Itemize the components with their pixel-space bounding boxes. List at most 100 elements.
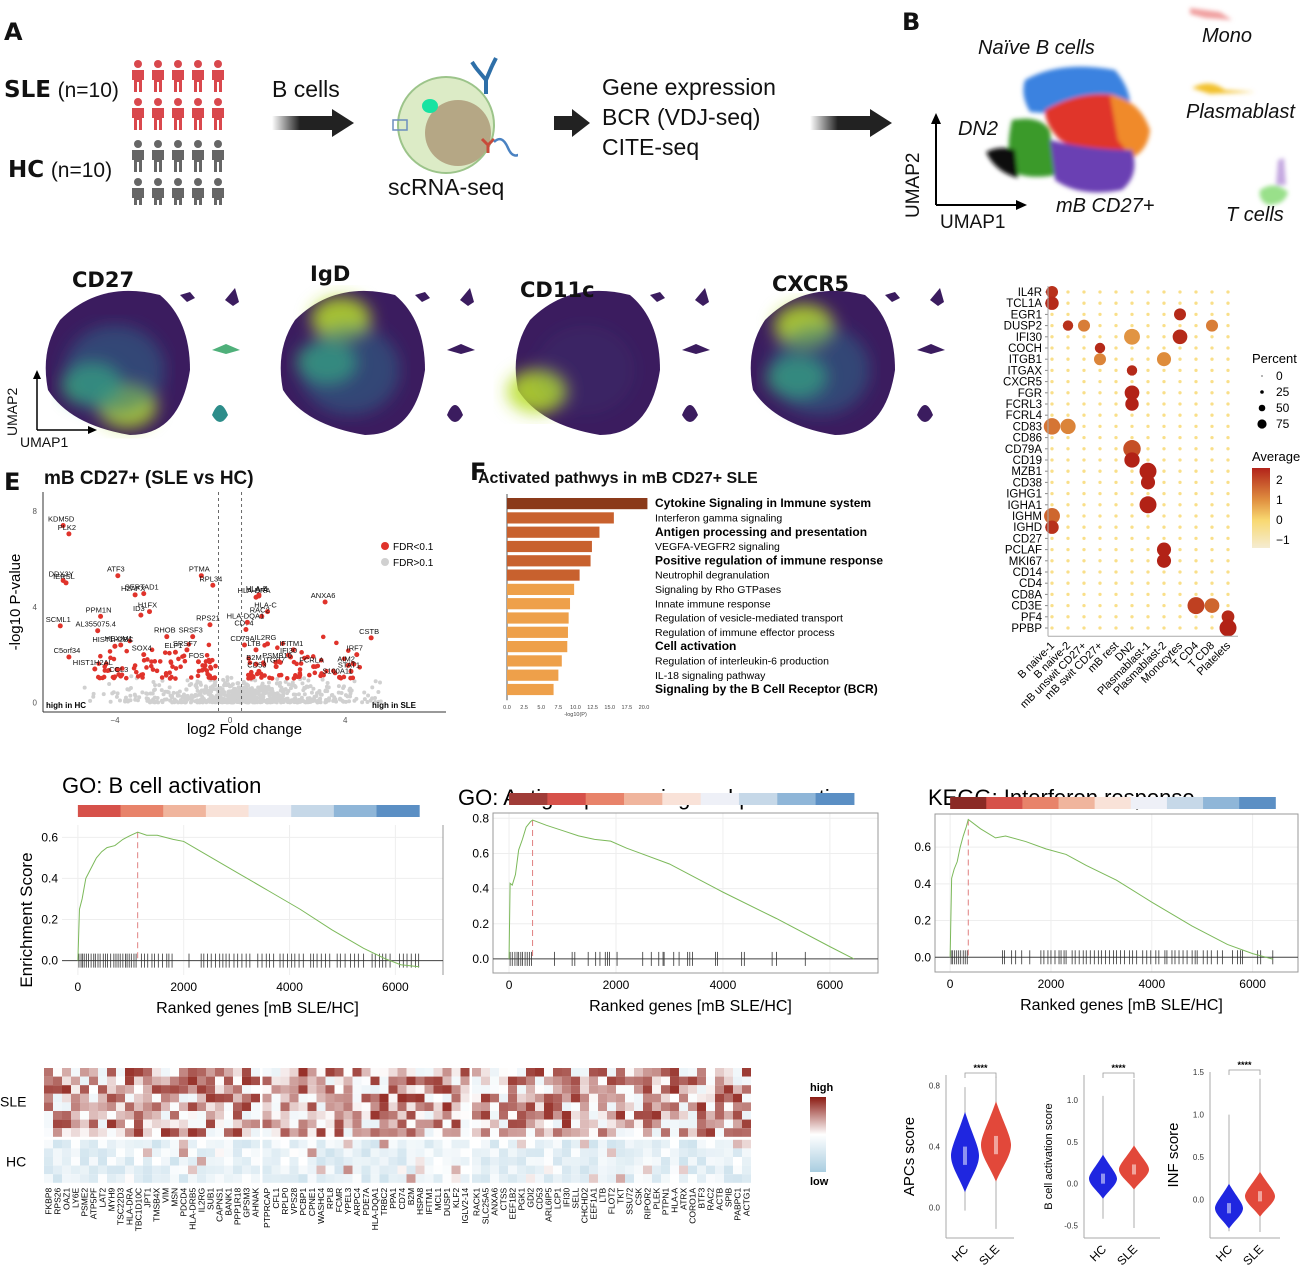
point-ns: [362, 690, 367, 695]
heatmap-cell: [152, 1076, 161, 1086]
heatmap-cell: [688, 1102, 697, 1111]
dot: [1082, 301, 1086, 305]
heatmap-cell: [62, 1076, 71, 1086]
colorbar-segment: [77, 805, 122, 817]
heatmap-cell: [388, 1165, 398, 1175]
bar: [507, 641, 568, 653]
heatmap-cell: [316, 1165, 326, 1175]
gene-label: COCH: [1008, 343, 1042, 355]
person-icon: [152, 60, 164, 92]
dot: [1226, 391, 1230, 395]
point-sig: [133, 669, 139, 675]
heatmap-cell: [143, 1076, 152, 1086]
heatmap-cell: [262, 1093, 272, 1103]
heatmap-cell: [553, 1148, 562, 1157]
cluster-plasmablast: [1192, 83, 1255, 94]
dot: [1066, 335, 1070, 339]
heatmap-cell: [370, 1119, 380, 1129]
point-sig: [247, 660, 253, 666]
heatmap-cell: [679, 1111, 688, 1120]
heatmap-cell: [379, 1174, 389, 1183]
dot: [1093, 353, 1107, 366]
heatmap-cell: [170, 1174, 179, 1183]
heatmap-cell: [71, 1093, 80, 1103]
heatmap-cell: [242, 1068, 251, 1077]
point-ns: [347, 688, 352, 693]
dot: [1060, 418, 1076, 435]
heatmap-cell: [460, 1119, 470, 1129]
heatmap-cell: [643, 1128, 652, 1137]
heatmap-cell: [535, 1068, 544, 1077]
heatmap-cell: [553, 1157, 562, 1166]
point-ns: [163, 689, 168, 694]
dot: [1082, 626, 1086, 630]
point-sig: [98, 653, 103, 659]
gene-label: LAT2: [98, 1188, 108, 1208]
heatmap-cell: [697, 1111, 706, 1120]
heatmap-cell: [670, 1102, 679, 1111]
dot: [1114, 626, 1118, 630]
heatmap-cell: [152, 1128, 161, 1137]
heatmap-cell: [289, 1165, 299, 1175]
heatmap-cell: [134, 1119, 143, 1129]
point-sig: [310, 654, 316, 659]
heatmap-cell: [415, 1068, 425, 1077]
heatmap-cell: [562, 1085, 571, 1094]
heatmap-cell: [481, 1102, 490, 1111]
legend-label: 25: [1276, 385, 1290, 399]
dot: [1194, 413, 1198, 417]
heatmap-cell: [251, 1076, 260, 1086]
heatmap-cell: [152, 1068, 161, 1077]
point-sig: [357, 664, 363, 670]
dot: [1066, 357, 1070, 361]
heatmap-cell: [224, 1128, 233, 1137]
dot: [1210, 312, 1214, 317]
heatmap-cell: [406, 1093, 416, 1103]
umap2-axis-label: UMAP2: [4, 387, 20, 436]
heatmap-cell: [460, 1111, 470, 1120]
point-ns: [233, 699, 238, 704]
heatmap-cell: [125, 1093, 134, 1103]
heatmap-cell: [652, 1093, 661, 1103]
heatmap-cell: [490, 1148, 499, 1157]
heatmap-cell: [625, 1068, 634, 1077]
colorbar-segment: [376, 805, 420, 817]
dot: [1082, 547, 1086, 552]
heatmap-cell: [508, 1076, 517, 1086]
heatmap-cell: [688, 1093, 697, 1103]
heatmap-cell: [44, 1119, 53, 1129]
heatmap-cell: [562, 1165, 571, 1175]
dot: [1050, 346, 1054, 350]
heatmap-cell: [472, 1085, 481, 1094]
x-axis-label: log2 Fold change: [187, 721, 302, 738]
gene-label: HLA-DRA: [125, 1187, 135, 1225]
heatmap-cell: [397, 1085, 407, 1094]
heatmap-cell: [215, 1085, 224, 1094]
colorbar-segment: [1166, 797, 1204, 809]
heatmap-cell: [406, 1119, 416, 1129]
heatmap-cell: [643, 1102, 652, 1111]
gene-label: HIST1H2BC: [92, 635, 134, 644]
heatmap-cell: [706, 1068, 715, 1077]
heatmap-cell: [580, 1119, 589, 1129]
heatmap-cell: [625, 1148, 634, 1157]
point-ns: [248, 699, 253, 704]
point-ns: [145, 691, 150, 696]
heatmap-cell: [481, 1093, 490, 1103]
heatmap-cell: [634, 1102, 643, 1111]
heatmap-cell: [251, 1157, 260, 1166]
gene-label: CD14: [1013, 567, 1043, 579]
heatmap-cell: [224, 1157, 233, 1166]
dot: [1114, 391, 1118, 395]
point-sig: [293, 673, 298, 678]
heatmap-cell: [433, 1093, 443, 1103]
heatmap-cell: [289, 1174, 299, 1183]
heatmap-cell: [697, 1076, 706, 1086]
point-ns: [222, 683, 227, 688]
heatmap-cell: [460, 1076, 470, 1086]
heatmap-cell: [71, 1148, 80, 1157]
heatmap-cell: [62, 1174, 71, 1183]
point-ns: [343, 693, 348, 698]
heatmap-cell: [670, 1165, 679, 1175]
heatmap-cell: [598, 1139, 607, 1149]
